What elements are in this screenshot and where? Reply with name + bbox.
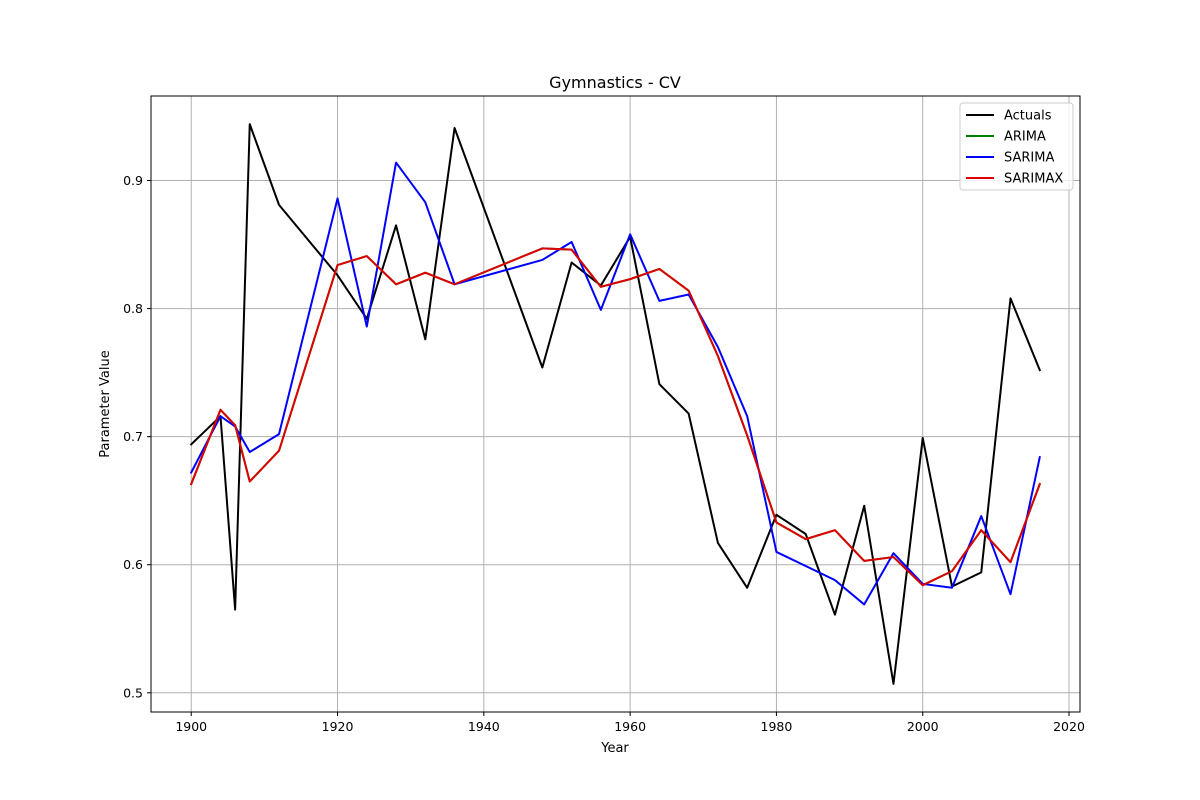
series-lines [189,123,1042,685]
x-tick-label: 2000 [907,719,939,734]
legend-label: SARIMAX [1004,172,1063,187]
legend-box [959,102,1074,191]
legend-entries: Actuals ARIMA SARIMA SARIMAX [966,109,1063,187]
y-tick-label: 0.7 [123,429,143,444]
y-axis-label: Parameter Value [98,350,113,457]
y-axis-ticks: 0.5 0.6 0.7 0.8 0.9 [123,173,151,700]
series-line-sarimax [189,247,1042,587]
x-tick-label: 2020 [1053,719,1085,734]
plot-frame [150,95,1081,713]
legend-label: ARIMA [1004,130,1046,145]
legend-entry-sarimax: SARIMAX [966,172,1063,187]
y-tick-label: 0.5 [123,685,143,700]
legend-entry-sarima: SARIMA [966,151,1054,166]
legend-entry-arima: ARIMA [966,130,1046,145]
x-tick-label: 1980 [761,719,793,734]
chart-title: Gymnastics - CV [549,73,681,92]
x-tick-label: 1940 [468,719,500,734]
grid [151,96,1080,712]
legend: Actuals ARIMA SARIMA SARIMAX [959,102,1074,191]
legend-entry-actuals: Actuals [966,109,1052,124]
y-tick-label: 0.8 [123,301,143,316]
series-line-actuals [189,123,1042,685]
series-line-sarima [189,161,1041,606]
x-tick-label: 1900 [175,719,207,734]
x-tick-label: 1920 [322,719,354,734]
x-tick-label: 1960 [614,719,646,734]
x-axis-ticks: 1900 1920 1940 1960 1980 2000 2020 [175,712,1085,734]
y-tick-label: 0.9 [123,173,143,188]
y-tick-label: 0.6 [123,557,143,572]
legend-label: SARIMA [1004,151,1054,166]
legend-label: Actuals [1004,109,1052,124]
x-axis-label: Year [600,741,629,756]
